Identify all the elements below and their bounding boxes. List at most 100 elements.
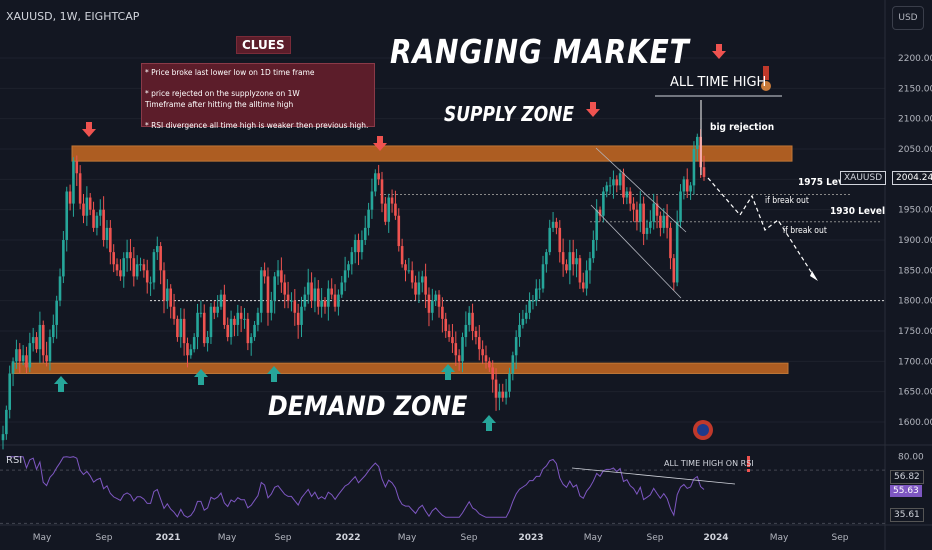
candle-body-106 — [357, 240, 360, 253]
candle-body-31 — [105, 227, 109, 240]
arrow-up-2-head — [194, 369, 208, 377]
price-tick-11: 2150.00 — [898, 84, 932, 94]
candle-body-146 — [491, 367, 494, 380]
exclamation-icon — [747, 456, 750, 467]
arrow-up-3-stem — [271, 374, 277, 382]
candle-body-45 — [152, 252, 156, 283]
candle-body-154 — [518, 324, 521, 338]
candle-body-20 — [68, 191, 72, 204]
candle-body-13 — [45, 355, 48, 362]
candle-body-41 — [139, 264, 142, 266]
candle-body-50 — [169, 288, 173, 307]
candle-body-202 — [679, 191, 682, 222]
arrow-down-4-stem — [716, 44, 722, 51]
currency-button[interactable]: USD — [892, 6, 924, 30]
rsi-upper-tag: 56.82 — [890, 470, 924, 484]
candle-body-2 — [8, 373, 12, 410]
time-axis: May Sep 2021 May Sep 2022 May Sep 2023 May Sep 2024… — [33, 533, 849, 543]
candle-body-40 — [135, 264, 139, 277]
candle-body-94 — [316, 288, 320, 307]
candle-body-38 — [129, 252, 132, 259]
candle-body-53 — [179, 318, 183, 338]
candle-body-130 — [437, 294, 441, 307]
candle-body-27 — [92, 209, 95, 228]
candle-body-179 — [602, 191, 605, 216]
candle-body-63 — [213, 306, 216, 313]
candle-body-115 — [387, 197, 391, 222]
candle-body-7 — [25, 355, 28, 368]
arrow-down-1-stem — [86, 122, 92, 129]
candle-body-105 — [353, 240, 357, 253]
candle-body-170 — [571, 252, 575, 265]
candle-body-3 — [11, 361, 15, 374]
candle-body-67 — [226, 324, 230, 338]
candle-body-65 — [219, 294, 223, 307]
candle-body-60 — [202, 312, 206, 344]
time-tick-13: Sep — [832, 533, 849, 543]
candle-body-10 — [35, 337, 38, 350]
candle-body-159 — [534, 288, 538, 301]
rsi-lower-tag: 35.61 — [890, 508, 924, 522]
candle-body-140 — [471, 312, 474, 331]
candle-body-141 — [474, 331, 478, 338]
candle-body-56 — [189, 349, 193, 356]
candle-body-116 — [390, 197, 394, 204]
candle-body-0 — [1, 434, 5, 441]
candle-body-193 — [649, 221, 652, 228]
candle-body-204 — [685, 179, 689, 192]
candle-body-98 — [330, 288, 333, 295]
arrow-up-5-stem — [486, 423, 492, 431]
candle-body-137 — [461, 337, 464, 362]
candle-body-49 — [166, 288, 169, 301]
candle-body-195 — [655, 203, 659, 216]
candle-body-62 — [209, 306, 213, 338]
arrow-up-3-head — [267, 366, 281, 374]
zones — [11, 145, 885, 374]
candle-body-12 — [41, 324, 45, 356]
candle-body-186 — [625, 191, 629, 198]
candle-body-143 — [481, 349, 484, 356]
candle-body-34 — [115, 264, 119, 271]
candle-body-190 — [638, 203, 642, 222]
candle-body-151 — [508, 373, 511, 392]
arrow-down-4-head — [712, 51, 726, 59]
candle-body-135 — [454, 343, 458, 356]
if-break-out-label-2: if break out — [783, 226, 827, 236]
candle-body-83 — [280, 270, 283, 283]
candle-body-107 — [360, 240, 364, 253]
candle-body-25 — [85, 197, 89, 216]
candle-body-175 — [588, 258, 592, 271]
candle-body-8 — [28, 343, 32, 368]
candle-body-29 — [98, 209, 102, 216]
candle-body-160 — [538, 288, 541, 290]
candle-body-187 — [628, 191, 632, 204]
time-tick-11: 2024 — [703, 533, 728, 543]
candle-body-59 — [199, 312, 203, 314]
price-tick-4: 1800.00 — [898, 297, 932, 307]
candle-body-66 — [223, 294, 226, 325]
arrow-up-5-head — [482, 415, 496, 423]
candle-body-17 — [58, 276, 62, 301]
candle-body-150 — [504, 391, 508, 398]
candle-body-155 — [521, 318, 525, 325]
candle-body-118 — [397, 215, 401, 247]
price-axis: 1600.00 1650.00 1700.00 1750.00 1800.00 1850.… — [898, 54, 932, 428]
candle-body-58 — [196, 312, 199, 338]
candle-body-81 — [273, 276, 276, 301]
candle-body-87 — [293, 300, 297, 313]
candle-body-44 — [149, 282, 152, 284]
candle-body-124 — [417, 282, 421, 295]
candle-body-91 — [306, 282, 310, 295]
candle-body-74 — [249, 337, 253, 344]
candles — [1, 129, 706, 450]
candle-body-100 — [337, 294, 340, 307]
candle-body-167 — [561, 252, 565, 265]
supply-zone-label: SUPPLY ZONE — [444, 102, 575, 126]
candle-body-157 — [528, 300, 531, 313]
candle-body-96 — [323, 300, 327, 307]
time-tick-4: Sep — [275, 533, 292, 543]
time-tick-6: May — [398, 533, 417, 543]
candle-body-90 — [303, 294, 307, 307]
candle-body-86 — [290, 300, 293, 302]
